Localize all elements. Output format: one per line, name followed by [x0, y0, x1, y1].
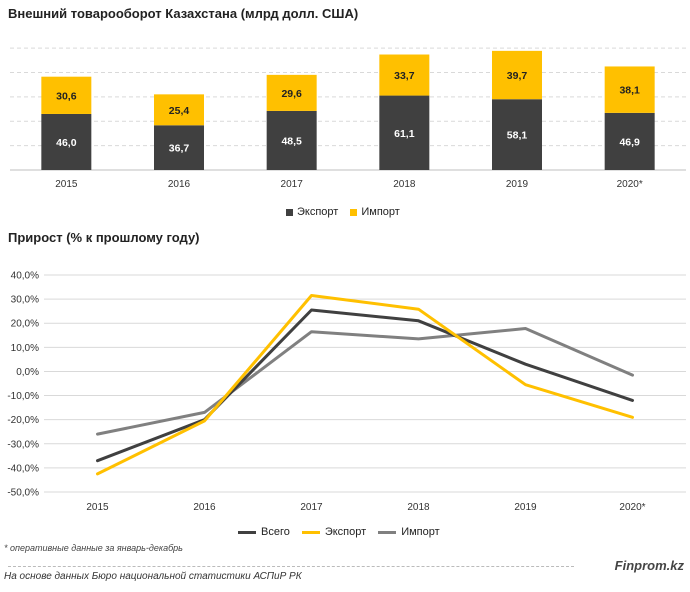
source-note: На основе данных Бюро национальной стати… [4, 571, 302, 582]
legend-label-import-growth: Импорт [401, 526, 440, 538]
bar-x-tick-label: 2019 [506, 179, 529, 190]
legend-item-export-growth: Экспорт [301, 526, 367, 538]
line-y-tick-label: 30,0% [11, 295, 39, 306]
bar-value-label: 39,7 [507, 70, 528, 82]
bar-export [154, 125, 204, 170]
line-chart-series [96, 294, 634, 476]
line-x-tick-label: 2015 [86, 502, 109, 513]
bar-import [379, 54, 430, 96]
line-x-tick-label: 2017 [300, 502, 323, 513]
bar-export [492, 99, 542, 170]
legend-label-export-growth: Экспорт [324, 526, 367, 538]
bar-x-tick-label: 2018 [393, 179, 416, 190]
bar-chart-value-labels: 46,0 30,6 36,7 25,4 48,5 29,6 61,1 33,7 58,1 39,7… [56, 70, 640, 155]
bar-chart-x-tick-labels: 2015 2016 2017 2018 2019 2020* [55, 179, 643, 190]
line-y-tick-label: 0,0% [16, 367, 39, 378]
line-series-export [96, 294, 634, 476]
line-x-tick-label: 2018 [407, 502, 430, 513]
bar-value-label: 38,1 [619, 85, 640, 97]
line-chart-gridlines [44, 274, 686, 493]
line-chart-legend: Всего Экспорт Импорт [238, 526, 452, 538]
bar-import [492, 50, 542, 100]
legend-label-import: Импорт [361, 206, 400, 218]
bar-value-label: 61,1 [394, 128, 415, 140]
bar-import [154, 94, 204, 126]
line-y-tick-label: -40,0% [7, 463, 39, 474]
line-y-tick-label: -10,0% [7, 391, 39, 402]
bar-import [41, 76, 92, 114]
line-y-tick-label: 10,0% [11, 343, 39, 354]
bar-x-tick-label: 2017 [281, 179, 304, 190]
bar-chart-gridlines [10, 47, 686, 171]
line-chart-y-tick-labels: -50,0% -40,0% -30,0% -20,0% -10,0% 0,0% 10,0% 2… [7, 271, 39, 499]
bar-value-label: 30,6 [56, 90, 77, 102]
legend-item-total: Всего [238, 526, 290, 538]
legend-swatch-import-growth [378, 530, 397, 534]
footnote: * оперативные данные за январь-декабрь [4, 543, 183, 553]
line-y-tick-label: -50,0% [7, 488, 39, 499]
legend-item-import: Импорт [350, 206, 400, 218]
legend-item-export: Экспорт [286, 206, 338, 218]
line-x-tick-label: 2020* [619, 502, 645, 513]
bar-import [604, 66, 655, 113]
line-y-tick-label: 40,0% [11, 271, 39, 282]
bar-x-tick-label: 2016 [168, 179, 191, 190]
brand-divider [8, 566, 574, 567]
bar-value-label: 46,0 [56, 137, 77, 149]
bar-export [379, 95, 430, 170]
bar-export [41, 113, 92, 170]
bar-chart-bars [41, 50, 655, 170]
line-series-total [96, 308, 634, 463]
legend-swatch-export [286, 208, 293, 216]
bar-value-label: 29,6 [281, 88, 302, 100]
bar-import [266, 74, 317, 111]
legend-swatch-export-growth [301, 530, 320, 534]
bar-value-label: 36,7 [169, 143, 190, 155]
line-chart-x-tick-labels: 2015 2016 2017 2018 2019 2020* [86, 502, 645, 513]
bar-chart-legend: Экспорт Импорт [286, 206, 412, 218]
line-y-tick-label: -30,0% [7, 439, 39, 450]
legend-label-total: Всего [261, 526, 290, 538]
bar-value-label: 46,9 [619, 136, 640, 148]
bar-x-tick-label: 2020* [617, 179, 643, 190]
brand-logo-text: Finprom.kz [614, 558, 684, 573]
bar-value-label: 25,4 [169, 105, 190, 117]
bar-export [604, 112, 655, 170]
bar-value-label: 58,1 [507, 130, 528, 142]
bar-value-label: 48,5 [281, 135, 302, 147]
legend-swatch-total [238, 530, 256, 534]
line-y-tick-label: -20,0% [7, 415, 39, 426]
bar-value-label: 33,7 [394, 70, 415, 82]
bar-chart-title: Внешний товарооборот Казахстана (млрд до… [8, 6, 359, 21]
legend-swatch-import [350, 208, 358, 216]
line-chart-title: Прирост (% к прошлому году) [8, 230, 200, 245]
bar-export [266, 110, 317, 170]
line-x-tick-label: 2019 [514, 502, 537, 513]
legend-item-import-growth: Импорт [378, 526, 440, 538]
bar-x-tick-label: 2015 [55, 179, 78, 190]
legend-label-export: Экспорт [297, 206, 339, 218]
line-series-import [96, 327, 634, 436]
line-x-tick-label: 2016 [193, 502, 216, 513]
line-y-tick-label: 20,0% [11, 319, 39, 330]
